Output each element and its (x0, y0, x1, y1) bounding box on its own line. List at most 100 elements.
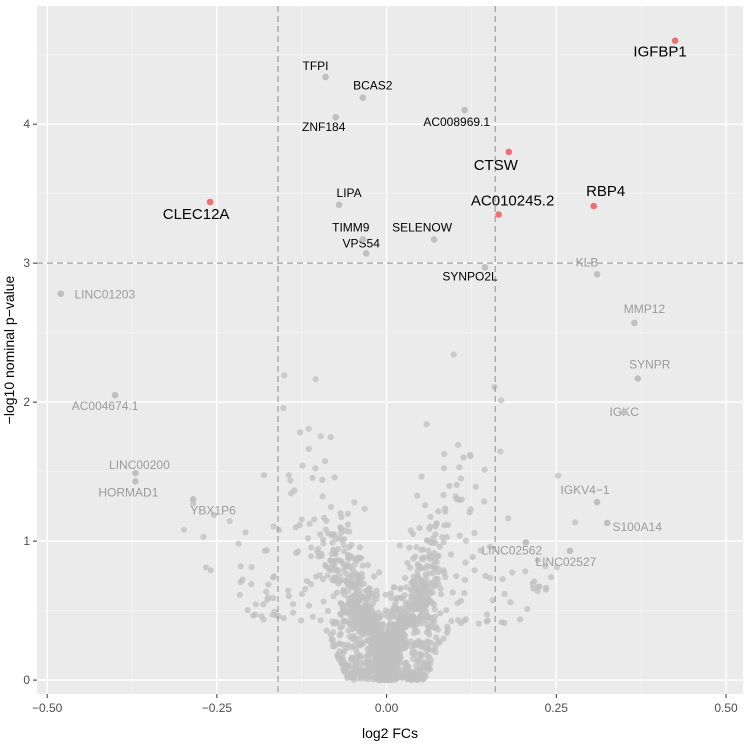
background-point (281, 372, 288, 379)
background-point (317, 617, 324, 624)
background-point (505, 515, 512, 522)
background-point (299, 462, 306, 469)
background-point (397, 654, 404, 661)
point-label: LINC01203 (74, 288, 135, 302)
data-point-synpo2l (481, 264, 489, 271)
background-point (501, 619, 508, 627)
data-point-rbp4 (590, 202, 597, 210)
data-point-vps54 (362, 250, 370, 257)
background-point (312, 465, 319, 472)
background-point (333, 589, 340, 596)
background-point (361, 505, 368, 512)
background-point (418, 473, 425, 480)
background-point (337, 524, 344, 532)
background-point (421, 616, 428, 623)
point-label: LINC02527 (536, 555, 597, 569)
point-label: KLB (576, 255, 599, 269)
background-point (377, 660, 384, 667)
background-point (413, 544, 420, 551)
background-point (287, 477, 294, 484)
background-point (361, 616, 368, 624)
background-point (364, 622, 371, 629)
background-point (467, 451, 474, 458)
background-point (338, 514, 345, 521)
background-point (477, 547, 484, 554)
background-point (498, 397, 505, 404)
background-point (391, 641, 398, 649)
point-label: SELENOW (392, 221, 453, 235)
background-point (324, 607, 331, 615)
background-point (341, 647, 348, 654)
background-point (297, 429, 304, 436)
background-point (319, 493, 326, 500)
background-point (393, 613, 400, 621)
background-point (366, 667, 373, 674)
background-point (571, 519, 579, 526)
background-point (275, 527, 283, 534)
background-point (377, 613, 384, 621)
background-point (252, 601, 259, 608)
point-label: LINC02562 (481, 544, 542, 558)
background-point (442, 574, 449, 581)
background-point (322, 458, 329, 465)
background-point (401, 660, 409, 667)
background-point (358, 570, 365, 578)
background-point (429, 579, 436, 586)
background-point (372, 631, 379, 638)
background-point (373, 592, 381, 599)
data-point-linc00200 (132, 469, 139, 477)
background-point (401, 592, 408, 599)
background-point (448, 617, 455, 625)
background-point (364, 587, 371, 594)
background-point (200, 533, 207, 541)
background-point (384, 625, 391, 632)
background-point (471, 529, 478, 537)
background-point (417, 598, 424, 606)
x-axis-title: log2 FCs (362, 725, 418, 741)
background-point (424, 638, 431, 645)
background-point (244, 607, 251, 614)
background-point (416, 613, 424, 620)
background-point (397, 585, 404, 592)
data-point-clec12a (206, 198, 214, 206)
background-point (376, 666, 383, 673)
background-point (423, 421, 430, 428)
background-point (226, 518, 233, 525)
background-point (342, 527, 349, 534)
background-point (483, 611, 491, 618)
background-point (427, 584, 434, 591)
background-point (349, 566, 357, 574)
background-point (337, 630, 344, 638)
background-point (324, 572, 331, 579)
background-point (444, 623, 451, 630)
background-point (341, 536, 348, 543)
background-point (331, 643, 338, 650)
background-point (416, 524, 423, 532)
data-point-hormad1 (132, 478, 139, 485)
background-point (354, 603, 362, 611)
background-point (362, 659, 369, 666)
point-label: YBX1P6 (190, 503, 236, 517)
background-point (382, 591, 389, 598)
background-point (553, 564, 561, 571)
background-point (302, 585, 309, 593)
background-point (411, 616, 418, 623)
background-point (435, 638, 442, 645)
background-point (460, 454, 467, 461)
background-point (522, 568, 529, 575)
background-point (285, 472, 292, 479)
background-point (359, 562, 366, 569)
background-point (434, 626, 442, 633)
background-point (348, 553, 355, 560)
background-point (491, 383, 498, 391)
point-label: AC004674.1 (72, 399, 139, 413)
background-point (340, 542, 347, 549)
background-point (499, 576, 506, 583)
background-point (481, 466, 488, 473)
background-point (357, 596, 364, 603)
background-point (423, 608, 430, 615)
background-point (407, 586, 414, 594)
background-point (425, 547, 432, 554)
background-point (389, 659, 396, 666)
background-point (350, 619, 357, 626)
